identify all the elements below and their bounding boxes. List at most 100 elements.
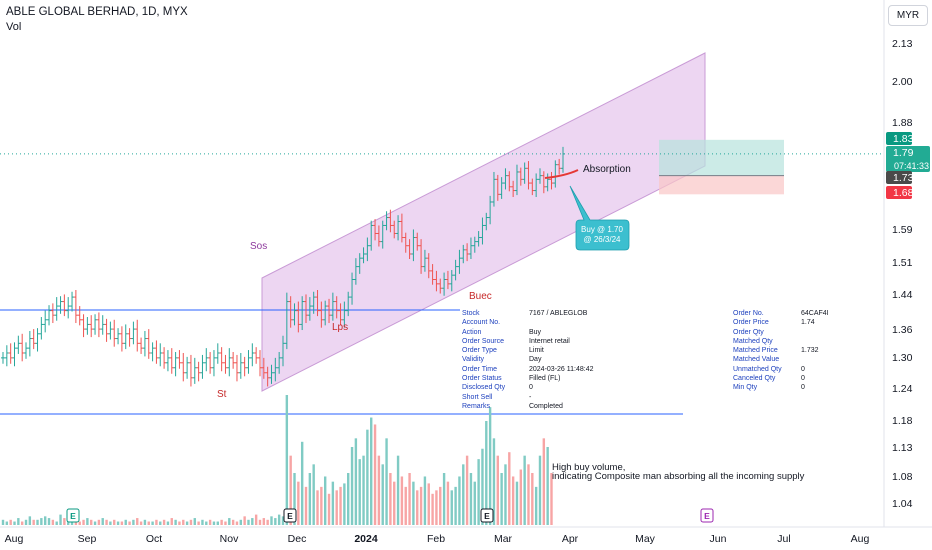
volume-bar — [93, 521, 97, 525]
volume-bar — [9, 519, 12, 525]
earnings-marker: E — [480, 508, 494, 523]
order-field: Short Sell — [462, 393, 493, 401]
x-tick-label: Mar — [494, 533, 513, 545]
price-bar — [557, 158, 562, 175]
price-bar — [530, 178, 535, 196]
volume-bar — [362, 455, 365, 525]
volume-bar — [243, 516, 246, 525]
price-bar — [426, 253, 431, 279]
volume-bar — [527, 464, 530, 525]
volume-bar — [151, 521, 154, 525]
volume-bar — [159, 521, 162, 525]
buec-label: Buec — [469, 291, 492, 302]
order-field: 64CAF4I — [801, 310, 829, 317]
volume-bar — [496, 455, 499, 525]
price-bar — [518, 167, 523, 186]
order-field: 7167 / ABLEGLOB — [529, 310, 588, 317]
x-tick-label: Sep — [78, 533, 97, 545]
price-bar — [104, 318, 109, 342]
price-bar — [188, 354, 193, 387]
price-bar — [461, 244, 466, 264]
price-bar — [468, 237, 473, 260]
volume-bar — [109, 521, 112, 525]
price-bar — [373, 219, 378, 241]
price-bar — [20, 333, 25, 362]
price-bar — [277, 352, 282, 374]
order-field: Unmatched Qty — [733, 365, 782, 373]
order-field: Order Type — [462, 347, 497, 355]
price-bar — [16, 335, 21, 354]
volume-bar — [78, 521, 81, 525]
price-bar — [238, 352, 243, 379]
volume-bar — [481, 448, 484, 525]
volume-bar — [327, 493, 331, 525]
volume-bar — [546, 447, 549, 525]
volume-bar — [320, 486, 323, 525]
volume-bar — [17, 518, 20, 525]
price-bar — [380, 220, 385, 249]
order-field: Canceled Qty — [733, 375, 776, 383]
price-bar — [269, 364, 274, 384]
volume-bar — [20, 521, 24, 525]
price-bar — [173, 352, 178, 377]
price-bar — [357, 253, 362, 274]
price-bar — [250, 343, 255, 367]
volume-bar — [385, 438, 388, 525]
order-field: Order No. — [733, 310, 764, 317]
price-bar — [353, 258, 358, 285]
volume-bar — [454, 486, 457, 525]
volume-bar — [101, 518, 104, 525]
order-field: Validity — [462, 356, 485, 364]
order-left-labels: Stock Account No. Action Order Source Order … — [462, 309, 505, 411]
y-tick-label: 1.44 — [892, 289, 913, 301]
price-bar — [422, 249, 427, 272]
volume-note-line1: High buy volume, — [552, 462, 625, 473]
price-bar — [261, 357, 266, 379]
price-bar — [24, 342, 29, 359]
volume-bar — [143, 519, 147, 525]
volume-bar — [350, 447, 354, 525]
order-field: Order Time — [462, 365, 498, 373]
volume-bar — [450, 490, 453, 525]
volume-bar — [439, 486, 442, 525]
order-field: Order Status — [462, 375, 502, 383]
price-label: 1.68 — [893, 187, 914, 199]
order-field: Limit — [529, 347, 544, 355]
volume-bar — [63, 518, 66, 525]
order-field: 0 — [801, 384, 805, 392]
price-bar — [342, 301, 347, 328]
price-bar — [365, 237, 370, 262]
volume-bar — [358, 459, 361, 525]
price-bar — [192, 357, 197, 384]
order-right-values: 64CAF4I 1.74 1.732 0 0 0 — [801, 309, 829, 393]
price-label: 1.79 — [893, 147, 914, 159]
currency-button[interactable]: MYR — [888, 5, 928, 26]
order-field: Remarks — [462, 402, 491, 410]
volume-bar — [182, 519, 185, 525]
volume-bar — [381, 464, 384, 525]
price-bar — [8, 343, 13, 364]
order-field: 0 — [529, 384, 533, 392]
volume-bar — [343, 483, 346, 525]
price-bar — [100, 315, 105, 335]
price-bar — [541, 171, 546, 194]
volume-bar — [427, 483, 430, 525]
volume-bar — [462, 464, 465, 525]
y-tick-label: 1.24 — [892, 383, 913, 395]
volume-bar — [285, 395, 289, 525]
price-bar — [495, 174, 500, 201]
price-bar — [58, 296, 63, 314]
volume-bar — [201, 519, 204, 525]
volume-bars — [1, 395, 553, 525]
price-bar — [181, 352, 186, 382]
volume-bar — [534, 486, 538, 525]
order-right-labels: Order No. Order Price Order Qty Matched Qty… — [733, 309, 782, 393]
price-bar — [465, 243, 470, 262]
price-bar — [169, 348, 174, 374]
order-field: Order Qty — [733, 328, 764, 336]
volume-bar — [488, 407, 492, 525]
absorption-arrow — [544, 169, 579, 179]
volume-bar — [435, 490, 438, 525]
volume-bar — [373, 424, 377, 525]
